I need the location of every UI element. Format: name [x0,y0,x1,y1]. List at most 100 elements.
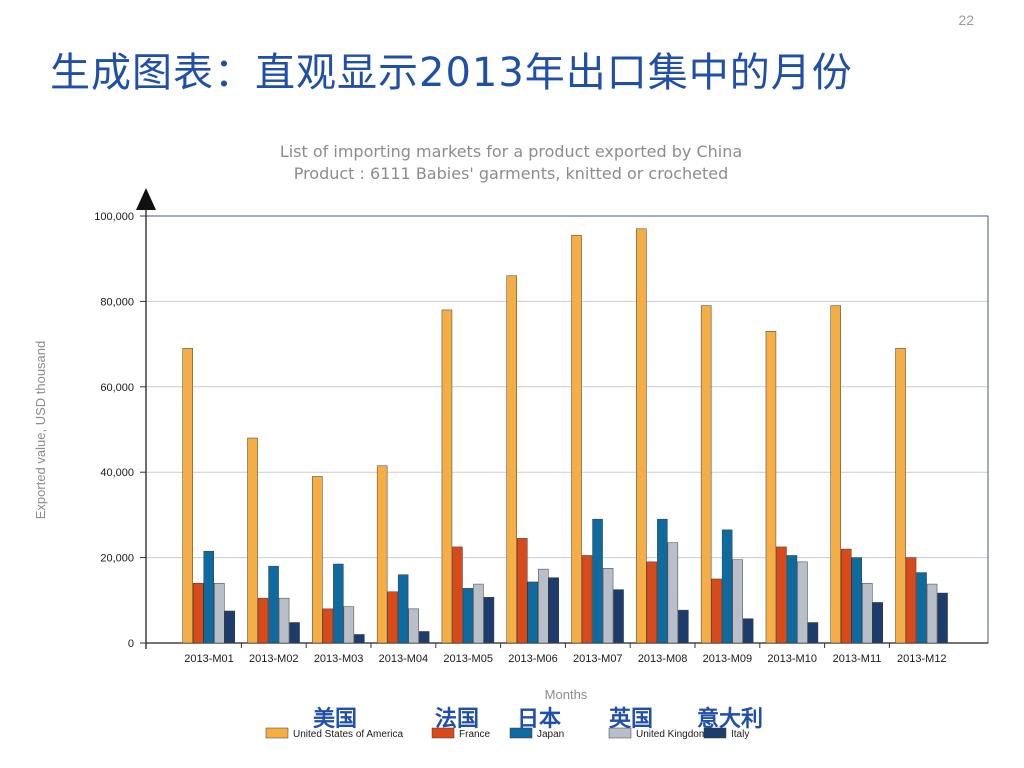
y-tick-label: 40,000 [100,467,134,479]
bar [193,582,204,644]
bar [657,518,668,644]
bar [700,305,712,644]
bar [646,561,658,644]
bar [247,437,258,644]
bar [765,331,777,644]
chart-legend: United States of America France Japan Unite… [265,727,749,740]
page-number: 22 [958,12,974,28]
bar [387,591,398,644]
bar [182,348,193,644]
bar [343,606,355,644]
bar [322,608,334,644]
x-axis-ticks: 2013-M01 2013-M02 2013-M03 2013-M04 2013-M05… [184,643,947,665]
bar [807,622,819,644]
bar [289,622,300,644]
bar [916,572,927,644]
bar [797,561,808,644]
x-tick-label: 2013-M02 [249,653,299,665]
legend-swatch [265,727,289,739]
bar [452,546,463,644]
bar [473,583,484,644]
legend-label: United States of America [293,729,403,740]
bar [841,548,852,644]
bar [581,555,593,644]
legend-label: France [459,729,491,740]
bar [872,602,883,644]
bar [333,563,344,644]
x-tick-label: 2013-M12 [897,653,947,665]
y-axis-title: Exported value, USD thousand [33,341,48,520]
bar [354,634,365,644]
bar [613,589,624,644]
slide-title: 生成图表：直观显示2013年出口集中的月份 [50,50,853,96]
bar [548,577,559,644]
y-tick-label: 20,000 [100,553,134,565]
bar [312,476,323,644]
bar [538,568,549,644]
bar [278,597,290,644]
bar [268,565,279,644]
legend-swatch [431,727,455,739]
bar [602,568,614,644]
y-tick-label: 100,000 [94,211,134,223]
y-tick-label: 80,000 [100,296,134,308]
y-tick-label: 0 [128,638,134,650]
x-tick-label: 2013-M04 [379,653,429,665]
x-tick-label: 2013-M07 [573,653,623,665]
bar [257,597,269,644]
bar [711,578,722,644]
bar [636,228,647,644]
bar [667,542,679,644]
bar [742,618,754,644]
bar [462,588,474,644]
bar [408,608,419,644]
legend-swatch [608,727,632,739]
bar [937,592,948,644]
bar-series-group [182,228,948,644]
x-tick-label: 2013-M01 [184,653,234,665]
bar [830,305,841,644]
bar [862,582,873,644]
bar [397,574,409,644]
bar [527,581,538,644]
bar [224,610,235,644]
chart-subtitle: Product : 6111 Babies' garments, knitted… [294,164,729,183]
bar [376,465,388,644]
bar [926,583,938,644]
y-axis-arrow [136,188,156,210]
bar [418,631,430,644]
bar [571,234,582,644]
x-axis-title: Months [545,687,588,702]
x-tick-label: 2013-M06 [508,653,558,665]
bar [895,348,906,644]
x-tick-label: 2013-M05 [443,653,493,665]
bar [721,529,733,644]
bar [786,555,798,644]
bar [517,538,528,644]
bar [905,557,917,644]
country-annotation: 美国 [313,706,357,732]
bar [203,550,214,644]
bar [732,559,743,644]
legend-label: United Kingdom [636,729,707,740]
bar [678,609,689,644]
bar [776,546,787,644]
legend-label: Japan [537,729,564,740]
legend-swatch [703,727,727,739]
y-tick-label: 60,000 [100,382,134,394]
bar [441,309,453,644]
chart-gridlines [146,215,988,559]
chart-title: List of importing markets for a product … [280,142,742,161]
legend-label: Italy [731,729,749,740]
bar [214,582,225,644]
x-tick-label: 2013-M10 [767,653,817,665]
bar [851,557,862,644]
x-tick-label: 2013-M03 [314,653,364,665]
x-tick-label: 2013-M08 [638,653,688,665]
bar [506,275,517,644]
y-axis-ticks: 0 20,000 40,000 60,000 80,000 100,000 [94,211,146,650]
x-tick-label: 2013-M11 [833,653,882,665]
bar [592,518,603,644]
x-tick-label: 2013-M09 [703,653,753,665]
